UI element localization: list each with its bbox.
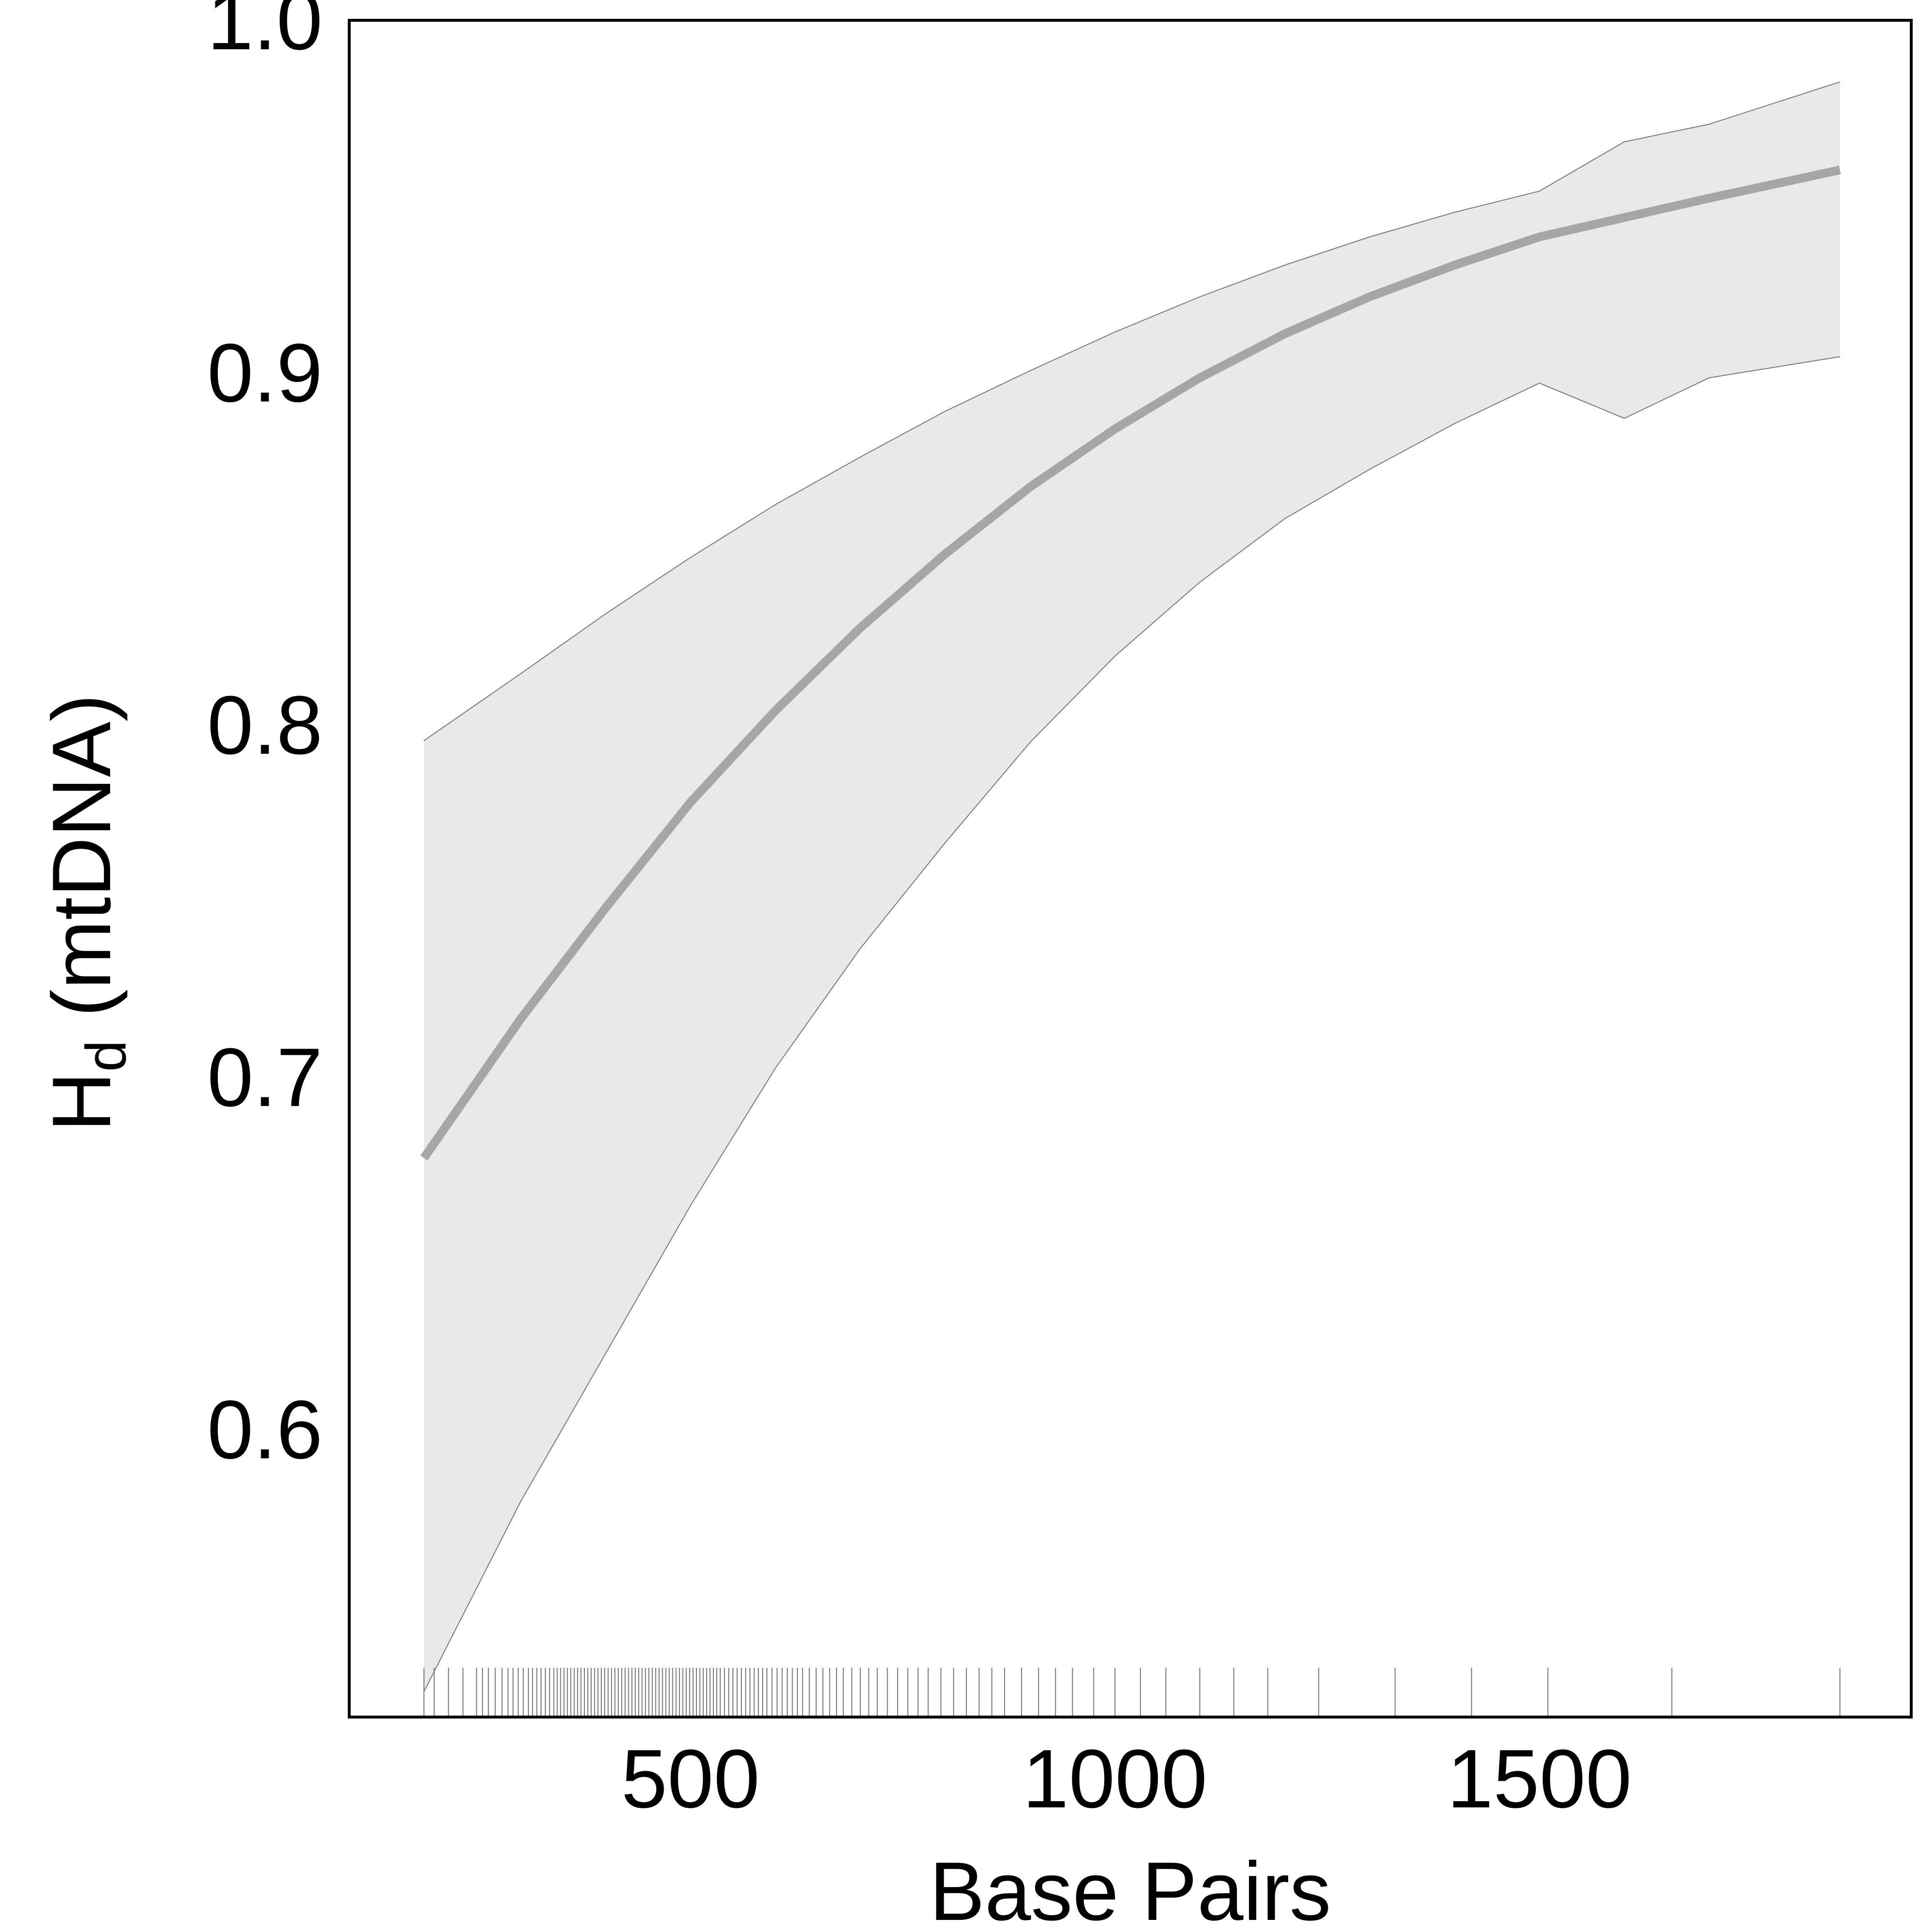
- y-tick-label: 0.7: [207, 1031, 323, 1124]
- y-tick-label: 1.0: [207, 0, 323, 67]
- y-axis-title-subscript: d: [74, 1040, 138, 1072]
- y-tick-label: 0.9: [207, 327, 323, 419]
- y-axis-ticks: 0.6 0.7 0.8 0.9 1.0: [207, 0, 323, 1476]
- y-tick-label: 0.8: [207, 679, 323, 772]
- y-axis-title-main: H: [35, 1072, 128, 1132]
- confidence-band: [424, 82, 1840, 1692]
- y-axis-title-suffix: (mtDNA): [35, 694, 128, 1040]
- y-tick-label: 0.6: [207, 1383, 323, 1476]
- x-tick-label: 1500: [1447, 1733, 1632, 1825]
- ci-lower-line: [423, 356, 1840, 1692]
- y-axis-title: Hd (mtDNA): [35, 694, 138, 1132]
- svg-text:Hd (mtDNA): Hd (mtDNA): [35, 694, 138, 1132]
- x-tick-label: 500: [621, 1733, 760, 1825]
- x-tick-label: 1000: [1023, 1733, 1208, 1825]
- plot-area: [420, 81, 1841, 1692]
- x-axis-ticks: 500 1000 1500: [621, 1733, 1632, 1825]
- plot-frame: [348, 19, 1913, 1719]
- x-axis-title: Base Pairs: [929, 1845, 1331, 1932]
- fit-line: [420, 166, 1841, 1161]
- ci-upper-line: [424, 81, 1840, 741]
- rug-marks: [423, 1668, 1841, 1717]
